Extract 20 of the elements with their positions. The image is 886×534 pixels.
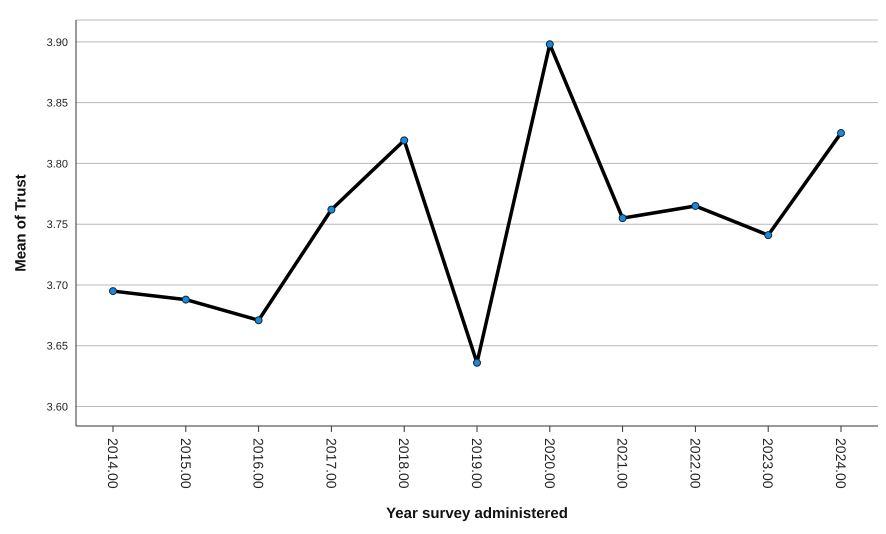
y-tick-label: 3.90 [46, 36, 68, 49]
x-tick-label: 2015.00 [178, 438, 194, 489]
x-tick-label: 2022.00 [687, 438, 704, 489]
y-tick-label: 3.75 [46, 219, 68, 232]
x-tick-label: 2020.00 [542, 438, 558, 489]
x-tick-label: 2014.00 [105, 438, 121, 489]
y-axis-title: Mean of Trust [12, 174, 30, 272]
y-tick-label: 3.70 [46, 280, 68, 292]
y-tick-label: 3.60 [46, 401, 68, 414]
x-tick-label: 2019.00 [469, 438, 485, 489]
x-tick-label: 2024.00 [833, 438, 849, 489]
y-tick-label: 3.85 [46, 98, 68, 110]
x-tick-label: 2017.00 [323, 438, 340, 489]
x-tick-label: 2016.00 [250, 438, 267, 489]
x-tick-label: 2018.00 [396, 438, 412, 489]
x-tick-label: 2021.00 [614, 438, 631, 489]
x-axis-title: Year survey administered [386, 505, 568, 522]
y-tick-label: 3.80 [46, 158, 68, 170]
x-tick-label: 2023.00 [760, 438, 776, 489]
y-tick-label: 3.65 [46, 340, 68, 353]
